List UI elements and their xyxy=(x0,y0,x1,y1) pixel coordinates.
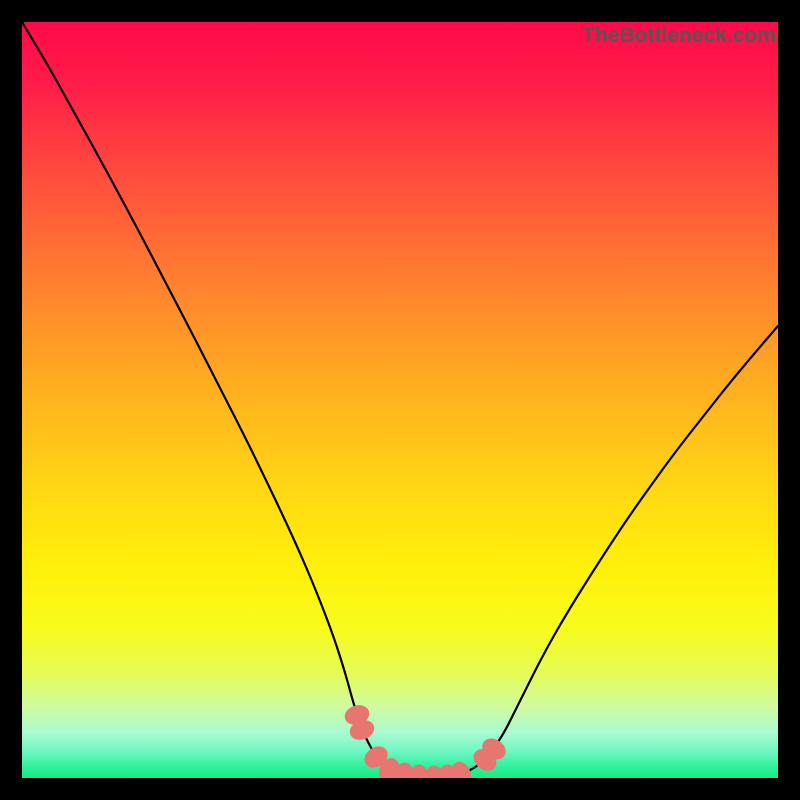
chart-plot-area xyxy=(22,22,778,778)
watermark-text: TheBottleneck.com xyxy=(582,24,776,48)
chart-svg xyxy=(22,22,778,778)
gradient-background xyxy=(22,22,778,778)
